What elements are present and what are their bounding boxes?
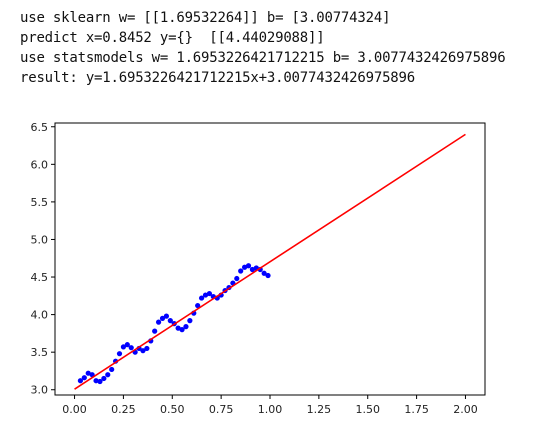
scatter-point xyxy=(265,272,271,279)
scatter-point xyxy=(249,266,256,273)
output-line: result: y=1.6953226421712215x+3.00774324… xyxy=(20,70,415,86)
scatter-point xyxy=(234,275,240,282)
x-tick-label: 0.25 xyxy=(111,403,136,416)
scatter-point xyxy=(187,318,193,324)
scatter-point xyxy=(81,375,87,381)
scatter-point xyxy=(101,375,107,382)
x-tick-label: 2.00 xyxy=(453,403,478,416)
regression-line xyxy=(74,133,466,390)
x-tick-label: 1.75 xyxy=(404,403,429,416)
scatter-point xyxy=(144,345,150,352)
x-tick-label: 1.50 xyxy=(355,403,380,416)
x-tick-label: 0.75 xyxy=(209,403,234,416)
scatter-point xyxy=(167,318,173,324)
y-tick-label: 6.5 xyxy=(31,121,49,134)
scatter-point xyxy=(183,324,189,330)
x-tick-label: 1.00 xyxy=(258,403,283,416)
scatter-point xyxy=(198,295,205,301)
scatter-point xyxy=(85,370,91,376)
scatter-point xyxy=(241,264,248,270)
y-tick-label: 6.0 xyxy=(31,158,49,171)
scatter-point xyxy=(175,325,181,331)
x-tick-label: 1.25 xyxy=(307,403,332,416)
regression-plot: 0.00 0.25 0.50 0.75 1.00 1.25 1.50 1.75 2.00 3.0 3… xyxy=(0,110,554,427)
scatter-point xyxy=(140,348,146,354)
y-tick-label: 4.5 xyxy=(31,271,49,284)
scatter-point xyxy=(261,270,267,276)
plot-svg: 0.00 0.25 0.50 0.75 1.00 1.25 1.50 1.75 2.00 3.0 3… xyxy=(31,121,486,416)
scatter-point xyxy=(163,313,170,319)
scatter-point xyxy=(202,292,209,298)
scatter-point xyxy=(155,319,162,325)
y-tick-label: 3.0 xyxy=(31,384,49,397)
y-tick-label: 4.0 xyxy=(31,309,49,322)
scatter-point xyxy=(152,328,158,334)
y-tick-label: 5.0 xyxy=(31,233,49,246)
scatter-point xyxy=(124,342,130,348)
scatter-point xyxy=(97,378,103,385)
scatter-point xyxy=(238,268,244,274)
scatter-point xyxy=(128,345,134,351)
scatter-point xyxy=(195,302,201,309)
scatter-point xyxy=(159,315,166,321)
output-line: predict x=0.8452 y={} [[4.44029088]] xyxy=(20,30,325,46)
x-tick-label: 0.00 xyxy=(62,403,87,416)
scatter-point xyxy=(116,351,123,357)
scatter-point xyxy=(93,378,99,384)
scatter-point xyxy=(109,366,115,373)
output-console: use sklearn w= [[1.69532264]] b= [3.0077… xyxy=(20,8,554,88)
scatter-point xyxy=(179,327,185,333)
scatter-point xyxy=(105,372,111,378)
scatter-point xyxy=(120,344,127,350)
output-line: use statsmodels w= 1.6953226421712215 b=… xyxy=(20,50,506,66)
scatter-point xyxy=(206,290,213,297)
scatter-point xyxy=(245,263,252,269)
scatter-point xyxy=(77,378,84,384)
output-line: use sklearn w= [[1.69532264]] b= [3.0077… xyxy=(20,10,391,26)
y-tick-label: 3.5 xyxy=(31,346,49,359)
y-tick-label: 5.5 xyxy=(31,196,49,209)
x-tick-label: 0.50 xyxy=(160,403,185,416)
